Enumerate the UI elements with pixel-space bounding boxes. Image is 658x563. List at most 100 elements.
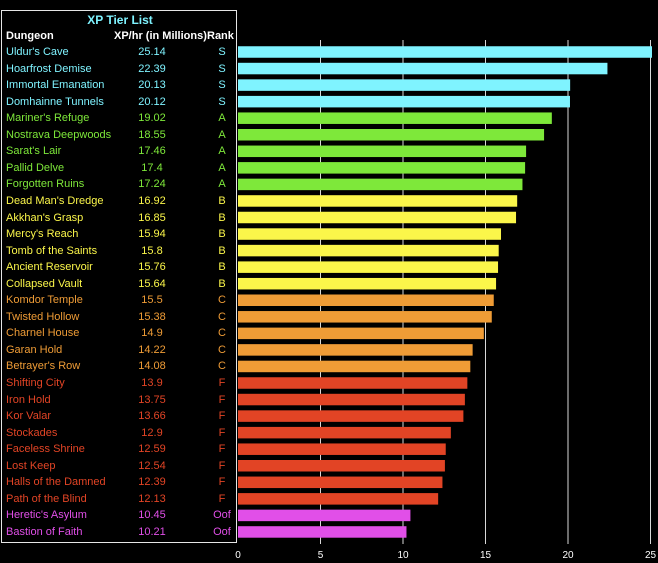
rank-label: A	[218, 161, 226, 174]
xp-value: 14.22	[138, 343, 166, 356]
dungeon-name: Akkhan's Grasp	[6, 211, 84, 224]
dungeon-name: Dead Man's Dredge	[6, 195, 104, 207]
dungeon-name: Collapsed Vault	[6, 277, 83, 290]
bar	[238, 211, 517, 224]
xp-value: 15.5	[141, 294, 163, 307]
bar	[238, 311, 492, 323]
rank-label: F	[218, 443, 226, 456]
dungeon-name: Halls of the Damned	[6, 476, 106, 489]
xp-value: 22.39	[138, 62, 166, 75]
dungeon-name: Twisted Hollow	[6, 310, 80, 323]
x-tick-label: 20	[562, 550, 574, 561]
xp-value: 15.76	[138, 261, 166, 274]
xp-value: 15.64	[138, 277, 166, 290]
xp-value: 25.14	[138, 46, 166, 58]
x-tick-label: 5	[318, 550, 324, 561]
bar	[238, 509, 411, 522]
xp-value: 12.13	[138, 492, 166, 505]
bar	[238, 460, 445, 472]
dungeon-name: Path of the Blind	[6, 492, 87, 505]
rank-label: B	[218, 261, 226, 274]
dungeon-name: Iron Hold	[6, 393, 51, 406]
dungeon-name: Garan Hold	[6, 343, 63, 356]
xp-value: 17.4	[141, 161, 163, 174]
rank-label: B	[218, 244, 226, 257]
xp-value: 16.92	[138, 195, 166, 207]
dungeon-name: Komdor Temple	[6, 294, 83, 307]
table-title: XP Tier List	[87, 13, 153, 27]
rank-label: A	[218, 112, 226, 125]
xp-value: 14.08	[138, 360, 166, 373]
xp-value: 13.66	[138, 410, 166, 423]
bar	[238, 327, 484, 340]
xp-value: 14.9	[141, 327, 163, 340]
rank-label: B	[218, 228, 226, 241]
rank-label: B	[218, 277, 226, 290]
dungeon-name: Ancient Reservoir	[6, 261, 93, 274]
xp-value: 12.59	[138, 443, 166, 456]
rank-label: C	[218, 343, 226, 356]
x-tick-label: 25	[645, 550, 657, 561]
rank-label: F	[218, 377, 226, 389]
rank-label: C	[218, 294, 226, 307]
bar	[238, 410, 464, 422]
bar	[238, 162, 526, 174]
bar	[238, 360, 471, 373]
xp-value: 19.02	[138, 112, 166, 125]
rank-label: F	[218, 476, 226, 489]
dungeon-name: Nostrava Deepwoods	[6, 128, 112, 141]
rank-label: B	[218, 211, 226, 224]
bar	[238, 79, 571, 91]
bar	[238, 377, 468, 389]
column-header-xp: XP/hr (in Millions)	[114, 30, 207, 42]
dungeon-name: Domhainne Tunnels	[6, 95, 104, 108]
xp-value: 13.9	[141, 377, 163, 389]
rank-label: B	[218, 195, 226, 207]
bar	[238, 526, 407, 538]
dungeon-name: Uldur's Cave	[6, 46, 69, 58]
dungeon-name: Faceless Shrine	[6, 443, 85, 456]
bar	[238, 62, 608, 75]
bar	[238, 476, 443, 489]
bar	[238, 393, 465, 406]
column-header-rank: Rank	[207, 30, 234, 42]
dungeon-name: Lost Keep	[6, 459, 56, 472]
rank-label: S	[218, 79, 226, 92]
xp-value: 17.46	[138, 145, 166, 158]
xp-value: 20.12	[138, 95, 166, 108]
rank-label: C	[218, 310, 226, 323]
xp-value: 15.94	[138, 228, 166, 241]
bar	[238, 426, 451, 439]
xp-value: 13.75	[138, 393, 166, 406]
rank-label: A	[218, 128, 226, 141]
bar	[238, 261, 499, 273]
xp-value: 12.39	[138, 476, 166, 489]
rank-label: F	[218, 410, 226, 423]
dungeon-name: Forgotten Ruins	[6, 178, 85, 191]
xp-value: 17.24	[138, 178, 166, 191]
bar	[238, 277, 497, 290]
dungeon-name: Hoarfrost Demise	[6, 62, 92, 75]
bar	[238, 344, 473, 356]
bar	[238, 195, 518, 207]
rank-label: F	[218, 459, 226, 472]
xp-value: 10.45	[138, 509, 166, 522]
dungeon-name: Stockades	[6, 426, 58, 439]
xp-value: 15.8	[141, 244, 163, 257]
rank-label: S	[218, 46, 226, 58]
bar	[238, 129, 545, 141]
bar	[238, 294, 494, 306]
dungeon-name: Pallid Delve	[6, 161, 65, 174]
rank-label: F	[218, 393, 226, 406]
dungeon-name: Mariner's Refuge	[6, 112, 90, 125]
rank-label: S	[218, 95, 226, 108]
tier-table: XP Tier List Dungeon XP/hr (in Millions)…	[1, 10, 237, 543]
dungeon-name: Charnel House	[6, 327, 80, 340]
x-tick-label: 0	[235, 550, 241, 561]
rank-label: Oof	[213, 526, 231, 538]
x-tick-label: 15	[480, 550, 492, 561]
dungeon-name: Shifting City	[6, 377, 65, 389]
xp-value: 12.9	[141, 426, 163, 439]
dungeon-name: Immortal Emanation	[6, 79, 105, 92]
